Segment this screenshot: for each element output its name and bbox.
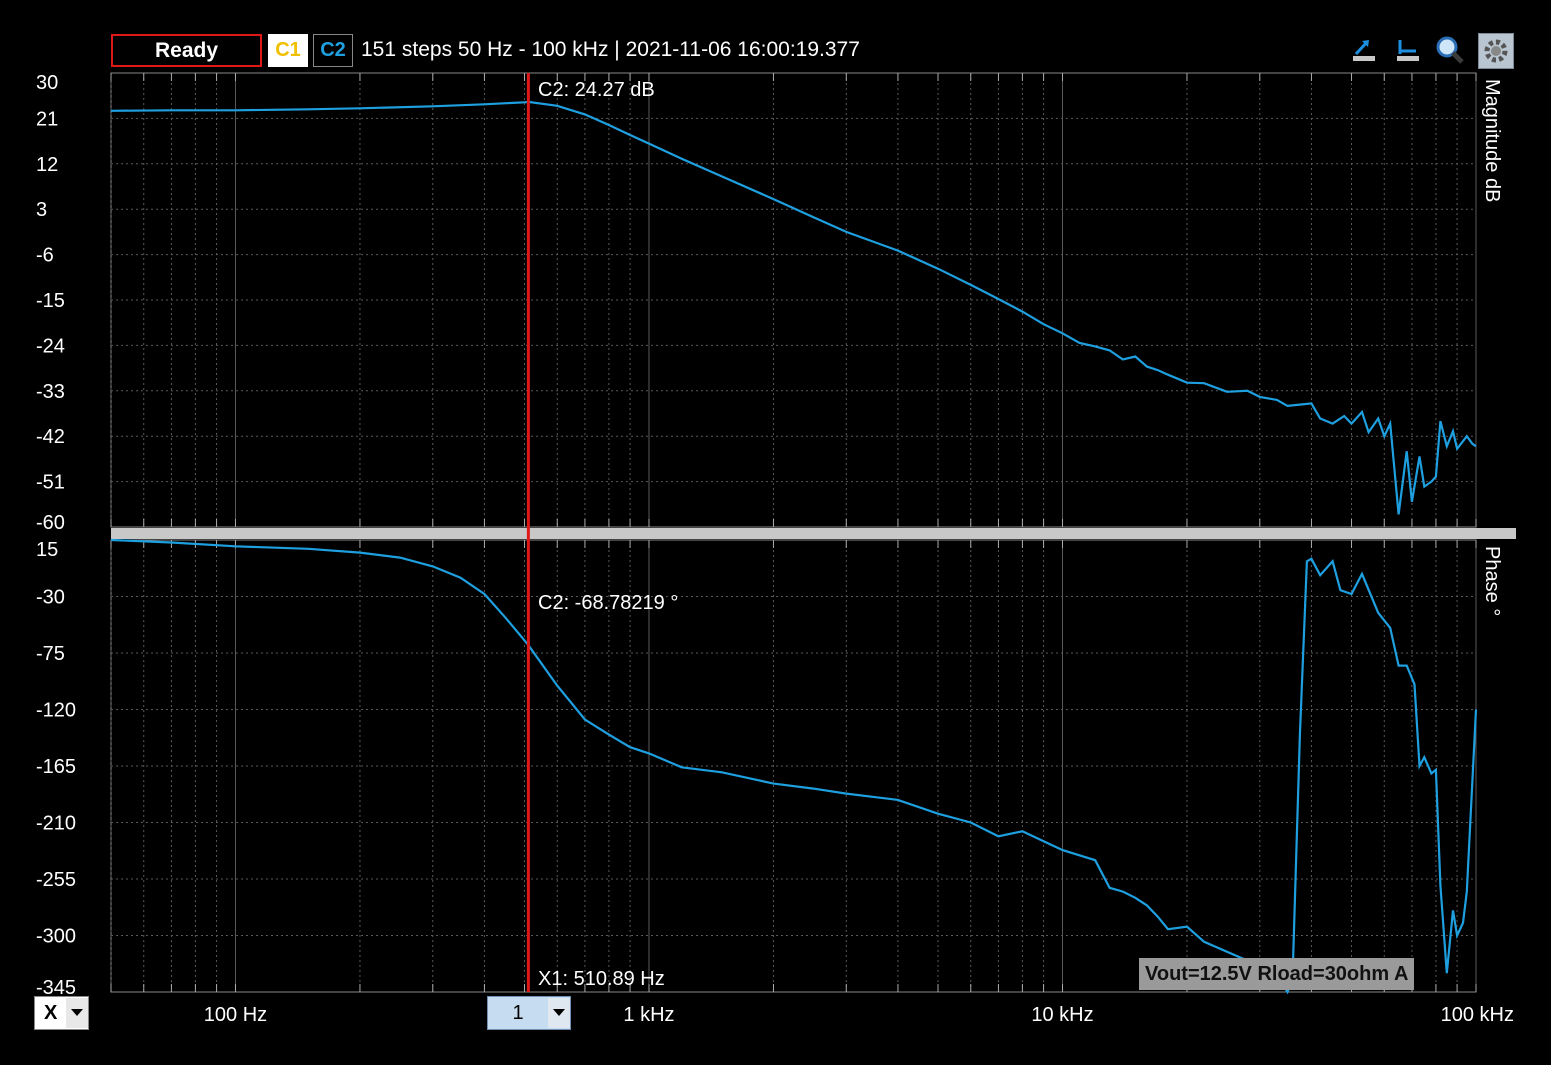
phase-ytick-label: 15	[36, 539, 58, 561]
phase-ytick-label: -300	[36, 926, 76, 948]
magnitude-ytick-label: 12	[36, 154, 58, 176]
magnitude-ytick-label: -15	[36, 290, 65, 312]
x-selector-value: X	[44, 1001, 58, 1024]
magnitude-trace	[110, 100, 1477, 515]
phase-trace	[110, 538, 1478, 995]
annotation-label: Vout=12.5V Rload=30ohm A	[1139, 958, 1415, 990]
settings-gear-icon[interactable]	[1478, 33, 1514, 69]
x-cursor-readout: X1: 510.89 Hz	[538, 968, 665, 990]
magnitude-ytick-label: -60	[36, 512, 65, 534]
phase-ytick-label: -255	[36, 869, 76, 891]
phase-ytick-label: -30	[36, 587, 65, 609]
x-tick-label: 100 Hz	[204, 1004, 267, 1026]
toolbar	[1348, 33, 1518, 70]
magnitude-ytick-label: -51	[36, 472, 65, 494]
phase-ytick-label: -345	[36, 977, 76, 999]
x-tick-label: 1 kHz	[623, 1004, 674, 1026]
chevron-down-icon[interactable]	[66, 998, 88, 1028]
magnitude-ytick-label: -6	[36, 245, 54, 267]
sweep-info: 151 steps 50 Hz - 100 kHz | 2021-11-06 1…	[361, 38, 860, 61]
magnitude-ytick-label: -42	[36, 426, 65, 448]
zoom-icon[interactable]	[1434, 34, 1466, 66]
cursor-to-min-icon[interactable]	[1392, 34, 1424, 66]
phase-ytick-label: -210	[36, 813, 76, 835]
channel-1-toggle[interactable]: C1	[268, 34, 308, 67]
phase-ytick-label: -120	[36, 700, 76, 722]
cursor-to-max-icon[interactable]	[1348, 34, 1380, 66]
phase-ytick-label: -75	[36, 643, 65, 665]
panel-separator	[111, 528, 1516, 539]
chevron-down-icon[interactable]	[548, 998, 570, 1028]
phase-axis-label: Phase °	[1481, 546, 1503, 616]
magnitude-ytick-label: -24	[36, 335, 65, 357]
status-indicator[interactable]: Ready	[111, 34, 262, 67]
x-tick-label: 100 kHz	[1441, 1004, 1514, 1026]
phase-ytick-label: -165	[36, 756, 76, 778]
magnitude-ytick-label: 21	[36, 108, 58, 130]
x-tick-label: 10 kHz	[1031, 1004, 1093, 1026]
magnitude-axis-label: Magnitude dB	[1481, 79, 1503, 202]
phase-cursor-readout: C2: -68.78219 °	[538, 592, 678, 614]
x-axis-selector[interactable]: X	[34, 996, 89, 1030]
cursor-index-value: 1	[512, 1001, 524, 1024]
magnitude-ytick-label: 3	[36, 199, 47, 221]
magnitude-ytick-label: -33	[36, 381, 65, 403]
magnitude-cursor-readout: C2: 24.27 dB	[538, 79, 655, 101]
channel-2-toggle[interactable]: C2	[313, 34, 353, 67]
cursor-index-selector[interactable]: 1	[487, 996, 571, 1030]
magnitude-ytick-label: 30	[36, 72, 58, 94]
